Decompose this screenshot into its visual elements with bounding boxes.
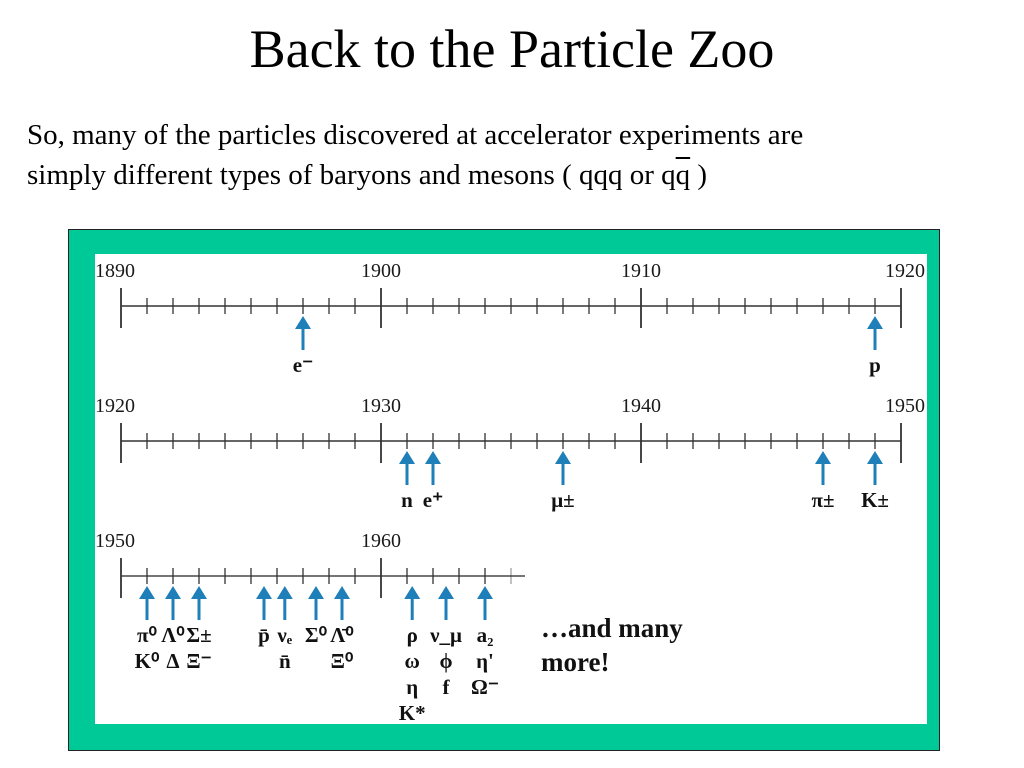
year-label-1920: 1920 xyxy=(885,260,925,282)
discovery-arrow-head xyxy=(425,451,441,464)
year-label-1930: 1930 xyxy=(361,395,401,417)
particle-label: μ± xyxy=(551,488,574,512)
particle-label: e⁺ xyxy=(423,488,443,512)
and-many-more-text: …and many xyxy=(541,613,683,643)
particle-label: a₂ xyxy=(477,623,494,647)
discovery-arrow-head xyxy=(399,451,415,464)
particle-label: Ω⁻ xyxy=(471,675,499,699)
discovery-arrow-head xyxy=(308,586,324,599)
particle-label: K⁰ xyxy=(135,649,160,673)
year-label-1900: 1900 xyxy=(361,260,401,282)
figure-panel: 1890 1900 1910 1920 1920 1930 1940 1950 1950 1960… xyxy=(95,254,927,725)
discovery-arrow-head xyxy=(404,586,421,599)
particle-label: e⁻ xyxy=(293,353,313,377)
year-label-1950: 1950 xyxy=(885,395,925,417)
particle-label: K± xyxy=(861,488,889,512)
particle-label: Σ± xyxy=(186,623,211,647)
particle-label: p̄ xyxy=(258,623,270,647)
particle-label: Δ xyxy=(166,649,179,673)
particle-label: π± xyxy=(811,488,834,512)
particle-label: νₑ xyxy=(276,623,292,647)
year-label-1890: 1890 xyxy=(95,260,135,282)
antiquark-q: q xyxy=(675,159,691,191)
discovery-arrow-head xyxy=(139,586,155,599)
particle-label: K* xyxy=(399,701,426,724)
year-label-1910: 1910 xyxy=(621,260,661,282)
discovery-arrow-head xyxy=(295,316,311,329)
particle-label: Λ̄⁰ xyxy=(330,623,354,647)
discovery-arrow-head xyxy=(867,316,883,329)
discovery-arrow-head xyxy=(815,451,831,464)
year-label-1950: 1950 xyxy=(95,530,135,552)
year-label-1920: 1920 xyxy=(95,395,135,417)
discovery-arrow-head xyxy=(256,586,272,599)
discovery-arrow-head xyxy=(276,586,293,599)
particle-label: Λ⁰ xyxy=(161,623,185,647)
slide-body-text: So, many of the particles discovered at … xyxy=(27,115,1007,195)
body-line-2: simply different types of baryons and me… xyxy=(27,155,1007,195)
particle-label: η xyxy=(406,675,418,699)
discovery-arrow-head xyxy=(555,451,571,464)
particle-timeline-diagram: 1890 1900 1910 1920 1920 1930 1940 1950 1950 1960… xyxy=(95,260,925,725)
body-line-2-close: ) xyxy=(697,159,708,191)
discovery-arrow-head xyxy=(477,586,493,599)
particle-label: ν_μ xyxy=(429,623,462,647)
particle-label: Ξ⁻ xyxy=(186,649,211,673)
particle-label: ρ xyxy=(407,623,418,647)
slide-title: Back to the Particle Zoo xyxy=(249,19,775,79)
particle-label: Ξ⁰ xyxy=(331,649,354,673)
particle-label: p xyxy=(869,353,881,377)
year-label-1960: 1960 xyxy=(361,530,401,552)
discovery-arrow-head xyxy=(867,451,883,464)
particle-label: π⁰ xyxy=(137,623,158,647)
discovery-arrow-head xyxy=(165,586,181,599)
particle-label: Σ⁰ xyxy=(305,623,328,647)
discovery-arrow-head xyxy=(438,586,454,599)
particle-label: n xyxy=(401,488,413,512)
discovery-arrow-head xyxy=(334,586,350,599)
particle-label: ϕ xyxy=(439,649,452,673)
particle-label: n̄ xyxy=(279,649,291,673)
year-label-1940: 1940 xyxy=(621,395,661,417)
and-many-more-text: more! xyxy=(541,647,609,677)
body-line-2-text: simply different types of baryons and me… xyxy=(27,159,676,191)
particle-label: ω xyxy=(405,649,420,673)
particle-label: f xyxy=(443,675,451,699)
discovery-arrow-head xyxy=(191,586,207,599)
body-line-1: So, many of the particles discovered at … xyxy=(27,119,804,151)
particle-label: η' xyxy=(476,649,494,673)
